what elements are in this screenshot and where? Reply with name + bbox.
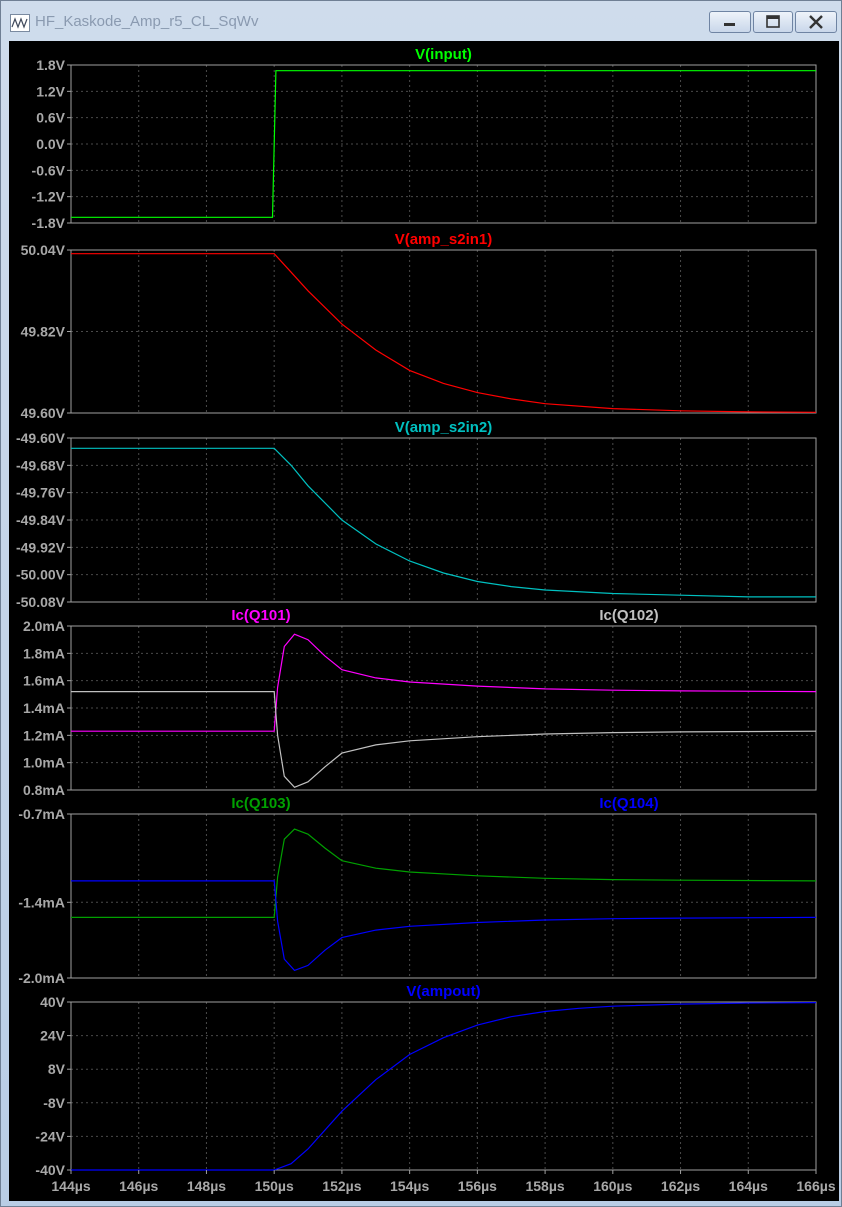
x-tick-label: 148µs — [187, 1178, 226, 1194]
series-name-label: V(ampout) — [406, 983, 480, 1000]
plot-frame — [70, 64, 817, 224]
title-bar[interactable]: HF_Kaskode_Amp_r5_CL_SqWv — [1, 1, 841, 41]
series-line — [71, 633, 817, 732]
y-tick-label: -0.7mA — [18, 806, 65, 822]
y-tick-label: -0.6V — [32, 162, 66, 178]
y-tick-label: 49.60V — [21, 405, 66, 421]
y-tick-label: -2.0mA — [18, 970, 65, 986]
series-line — [71, 828, 817, 919]
x-tick-label: 164µs — [729, 1178, 768, 1194]
y-tick-label: -49.92V — [16, 539, 66, 555]
y-tick-label: -49.76V — [16, 485, 66, 501]
chart-panel-2: 49.60V 49.82V 50.04V V(amp_s2in1) — [21, 231, 817, 421]
chart-panel-4: 0.8mA 1.0mA 1.2mA 1.4mA 1.6mA 1.8mA 2.0mA Ic(Q1… — [23, 607, 817, 798]
y-tick-label: 1.8mA — [23, 645, 65, 661]
x-tick-label: 146µs — [119, 1178, 158, 1194]
minimize-button[interactable] — [709, 11, 751, 33]
plot-frame — [70, 625, 817, 791]
series-line — [71, 880, 817, 972]
x-tick-label: 166µs — [796, 1178, 835, 1194]
y-tick-label: -49.68V — [16, 457, 66, 473]
x-tick-label: 162µs — [661, 1178, 700, 1194]
waveform-app-icon — [10, 14, 30, 32]
y-tick-label: 1.6mA — [23, 673, 65, 689]
x-tick-label: 156µs — [458, 1178, 497, 1194]
x-tick-label: 160µs — [593, 1178, 632, 1194]
y-tick-label: -49.84V — [16, 512, 66, 528]
y-tick-label: 1.2V — [36, 83, 65, 99]
y-tick-label: 0.8mA — [23, 782, 65, 798]
x-tick-label: 144µs — [51, 1178, 90, 1194]
y-tick-label: 1.2mA — [23, 727, 65, 743]
y-tick-label: -24V — [35, 1128, 65, 1144]
series-name-label: Ic(Q103) — [231, 795, 290, 812]
y-tick-label: -8V — [43, 1095, 65, 1111]
series-line — [71, 1001, 817, 1171]
series-line — [71, 70, 816, 218]
series-name-label: Ic(Q101) — [231, 607, 290, 624]
close-button[interactable] — [795, 11, 837, 33]
y-tick-label: -50.08V — [16, 594, 66, 610]
series-name-label: V(amp_s2in1) — [395, 231, 493, 248]
x-tick-label: 152µs — [322, 1178, 361, 1194]
y-tick-label: -1.4mA — [18, 894, 65, 910]
waveform-plots: -1.8V -1.2V -0.6V 0.0V 0.6V 1.2V 1.8V V(input) 4… — [16, 46, 836, 1194]
chart-panel-6: -40V -24V -8V 8V 24V 40V V(ampout) 144µs 146µs 14… — [35, 983, 835, 1194]
plot-area: -1.8V -1.2V -0.6V 0.0V 0.6V 1.2V 1.8V V(input) 4… — [9, 41, 839, 1201]
maximize-icon — [766, 15, 780, 28]
x-tick-label: 154µs — [390, 1178, 429, 1194]
plot-frame — [70, 249, 817, 414]
series-name-label: V(input) — [415, 46, 472, 63]
y-tick-label: -1.2V — [32, 189, 66, 205]
plot-frame — [70, 437, 817, 603]
chart-panel-1: -1.8V -1.2V -0.6V 0.0V 0.6V 1.2V 1.8V V(input) — [32, 46, 817, 231]
y-tick-label: 1.8V — [36, 57, 65, 73]
y-tick-label: 40V — [40, 994, 66, 1010]
plot-frame — [70, 813, 817, 979]
y-tick-label: 1.0mA — [23, 755, 65, 771]
plot-frame — [70, 1001, 817, 1171]
minimize-icon — [724, 23, 735, 26]
maximize-button[interactable] — [753, 11, 793, 33]
y-tick-label: 0.0V — [36, 136, 65, 152]
y-tick-label: 49.82V — [21, 324, 66, 340]
x-tick-label: 158µs — [525, 1178, 564, 1194]
window-title: HF_Kaskode_Amp_r5_CL_SqWv — [35, 13, 259, 30]
series-name-label: V(amp_s2in2) — [395, 419, 493, 436]
chart-panel-5: -2.0mA -1.4mA -0.7mA Ic(Q103) Ic(Q104) — [18, 795, 817, 986]
series-name-label: Ic(Q104) — [599, 795, 658, 812]
close-icon — [809, 15, 823, 29]
series-line — [71, 690, 817, 789]
y-tick-label: -40V — [35, 1162, 65, 1178]
y-tick-label: -50.00V — [16, 567, 66, 583]
chart-panel-3: -50.08V -50.00V -49.92V -49.84V -49.76V -49.6… — [16, 419, 817, 610]
series-name-label: Ic(Q102) — [599, 607, 658, 624]
y-tick-label: -1.8V — [32, 215, 66, 231]
y-tick-label: 1.4mA — [23, 700, 65, 716]
y-tick-label: 8V — [48, 1061, 66, 1077]
y-tick-label: 0.6V — [36, 110, 65, 126]
y-tick-label: 50.04V — [21, 242, 66, 258]
x-tick-label: 150µs — [255, 1178, 294, 1194]
y-tick-label: -49.60V — [16, 430, 66, 446]
series-line — [71, 253, 817, 413]
y-tick-label: 2.0mA — [23, 618, 65, 634]
y-tick-label: 24V — [40, 1028, 66, 1044]
series-line — [71, 447, 816, 598]
